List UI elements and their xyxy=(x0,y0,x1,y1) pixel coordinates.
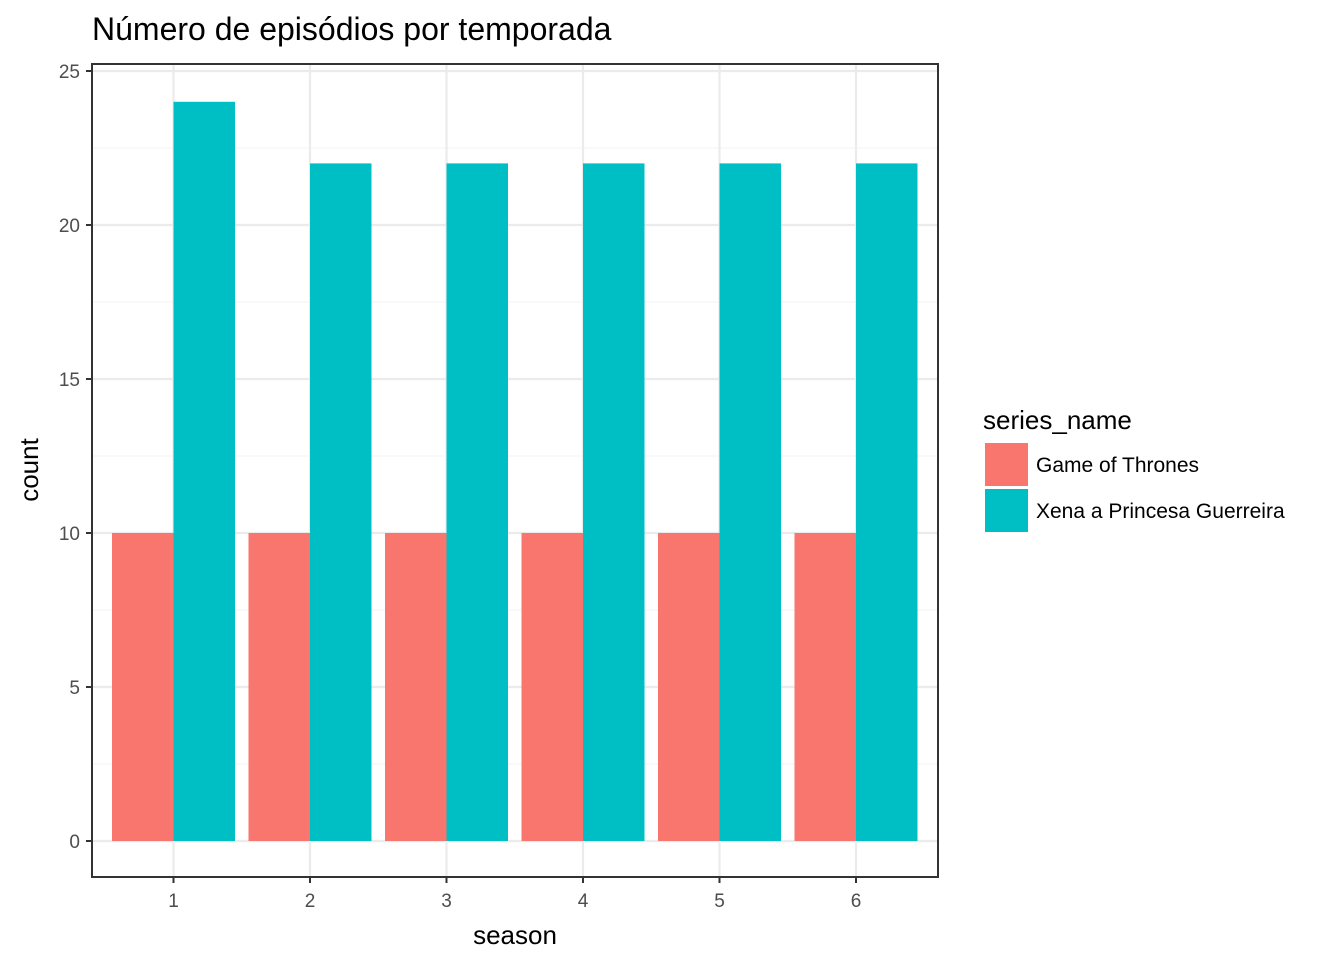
panel-border xyxy=(91,63,939,878)
legend: series_name Game of Thrones Xena a Princ… xyxy=(983,405,1285,532)
x-tick-label: 2 xyxy=(305,891,316,912)
x-tick-label: 3 xyxy=(441,891,452,912)
plot-panel xyxy=(91,63,939,878)
bar-xena-a-princesa-guerreira-season-4 xyxy=(583,163,645,841)
x-axis-title: season xyxy=(473,920,557,950)
x-tick-label: 6 xyxy=(851,891,862,912)
bar-game-of-thrones-season-5 xyxy=(658,533,720,841)
legend-label-xena: Xena a Princesa Guerreira xyxy=(1036,500,1285,523)
x-tick-label: 1 xyxy=(168,891,179,912)
bar-game-of-thrones-season-1 xyxy=(112,533,174,841)
legend-key-game-of-thrones xyxy=(985,443,1028,486)
bar-xena-a-princesa-guerreira-season-6 xyxy=(856,163,918,841)
y-tick-label: 5 xyxy=(69,678,80,699)
y-axis-title: count xyxy=(14,437,44,501)
x-axis: 1 2 3 4 5 6 xyxy=(168,877,861,912)
bar-xena-a-princesa-guerreira-season-2 xyxy=(310,163,372,841)
bar-xena-a-princesa-guerreira-season-3 xyxy=(446,163,508,841)
y-tick-label: 0 xyxy=(69,832,80,853)
bar-game-of-thrones-season-2 xyxy=(248,533,310,841)
legend-label-game-of-thrones: Game of Thrones xyxy=(1036,454,1199,477)
x-tick-label: 5 xyxy=(714,891,725,912)
legend-title: series_name xyxy=(983,405,1132,435)
chart-title: Número de episódios por temporada xyxy=(92,11,612,47)
x-tick-label: 4 xyxy=(578,891,589,912)
bars-group xyxy=(112,101,918,842)
bar-xena-a-princesa-guerreira-season-5 xyxy=(719,163,781,841)
y-axis: 0 5 10 15 20 25 xyxy=(59,62,92,853)
y-tick-label: 25 xyxy=(59,62,80,83)
bar-game-of-thrones-season-4 xyxy=(521,533,583,841)
bar-xena-a-princesa-guerreira-season-1 xyxy=(173,101,235,842)
y-tick-label: 15 xyxy=(59,370,80,391)
bar-game-of-thrones-season-6 xyxy=(794,533,856,841)
bar-game-of-thrones-season-3 xyxy=(385,533,447,841)
legend-key-xena xyxy=(985,489,1028,532)
y-tick-label: 10 xyxy=(59,524,80,545)
y-tick-label: 20 xyxy=(59,216,80,237)
